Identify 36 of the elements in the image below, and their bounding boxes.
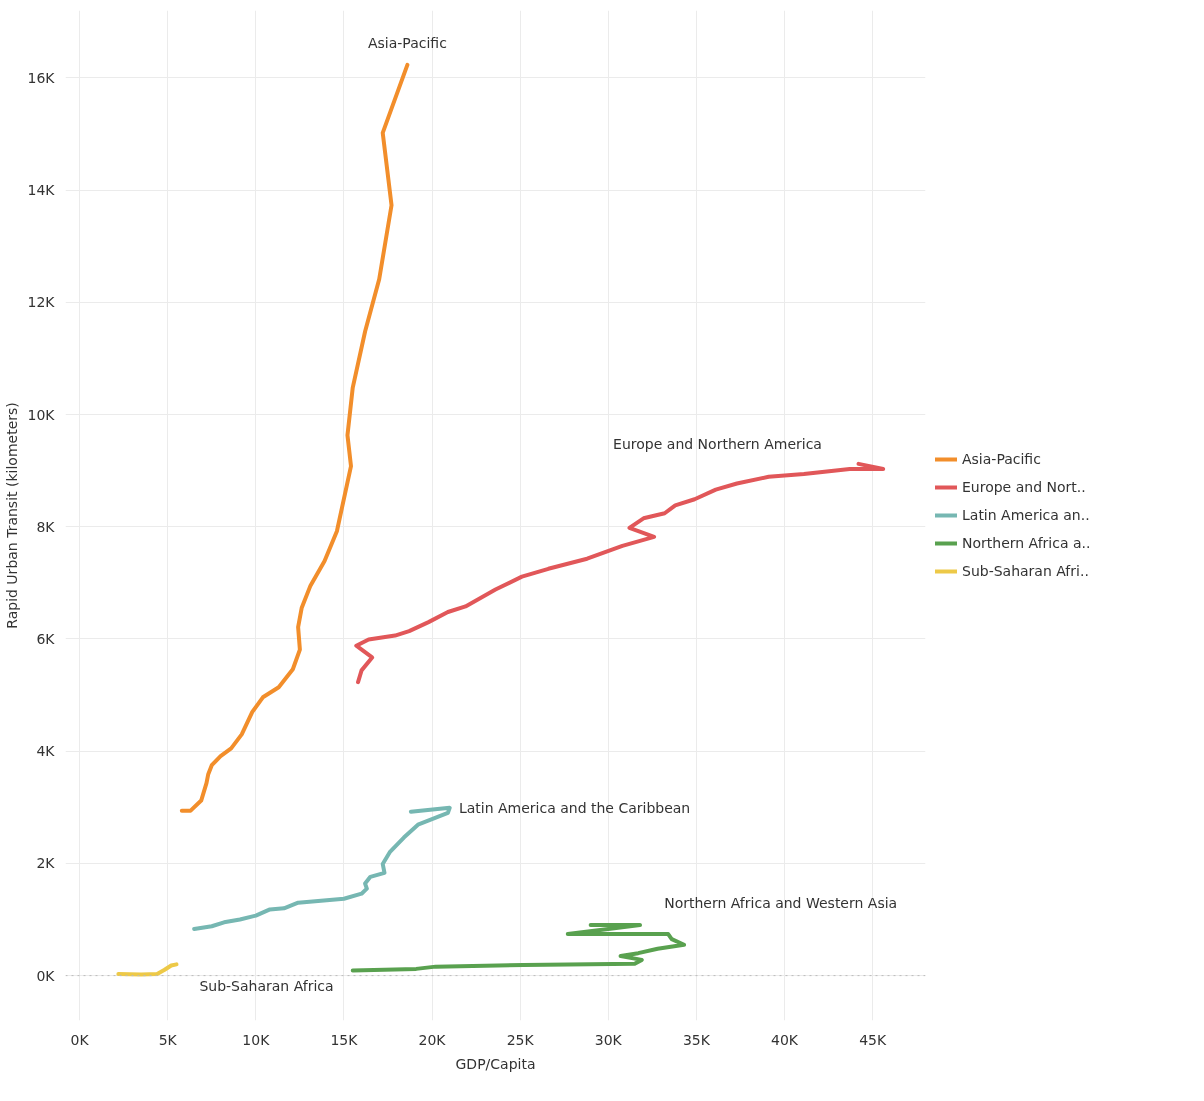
x-axis-title: GDP/Capita (455, 1055, 536, 1072)
legend-label: Europe and Nort.. (962, 479, 1086, 495)
annotation: Northern Africa and Western Asia (664, 895, 898, 912)
y-tick-label: 8K (36, 518, 56, 535)
y-tick-label: 16K (27, 69, 56, 86)
y-tick-label: 10K (27, 406, 56, 423)
line-series (179, 62, 410, 813)
line-series (192, 805, 452, 932)
annotation: Sub-Saharan Africa (199, 978, 334, 995)
y-tick-label: 6K (36, 630, 56, 647)
annotation: Latin America and the Caribbean (458, 799, 691, 816)
y-axis-title: Rapid Urban Transit (kilometers) (3, 402, 20, 629)
annotation: Europe and Northern America (613, 435, 822, 452)
line-series (350, 923, 687, 973)
legend-label: Asia-Pacific (962, 451, 1041, 467)
x-tick-label: 15K (330, 1031, 359, 1048)
legend-label: Sub-Saharan Afri.. (962, 563, 1089, 579)
x-tick-label: 0K (70, 1031, 90, 1048)
x-tick-label: 5K (158, 1031, 178, 1048)
y-tick-label: 2K (36, 855, 56, 872)
legend-label: Latin America an.. (962, 507, 1090, 523)
y-tick-label: 4K (36, 743, 56, 760)
line-series (354, 461, 886, 685)
annotation: Asia-Pacific (367, 34, 447, 51)
x-tick-label: 20K (418, 1031, 447, 1048)
x-tick-label: 25K (506, 1031, 535, 1048)
y-tick-label: 12K (27, 294, 56, 311)
x-tick-label: 35K (682, 1031, 711, 1048)
line-series (116, 962, 179, 977)
x-tick-label: 40K (771, 1031, 799, 1048)
x-tick-label: 30K (594, 1031, 623, 1048)
y-tick-label: 14K (27, 182, 56, 199)
x-tick-label: 10K (242, 1031, 271, 1048)
y-tick-label: 0K (36, 967, 56, 984)
legend-label: Northern Africa a.. (962, 535, 1091, 551)
x-tick-label: 45K (859, 1031, 887, 1048)
